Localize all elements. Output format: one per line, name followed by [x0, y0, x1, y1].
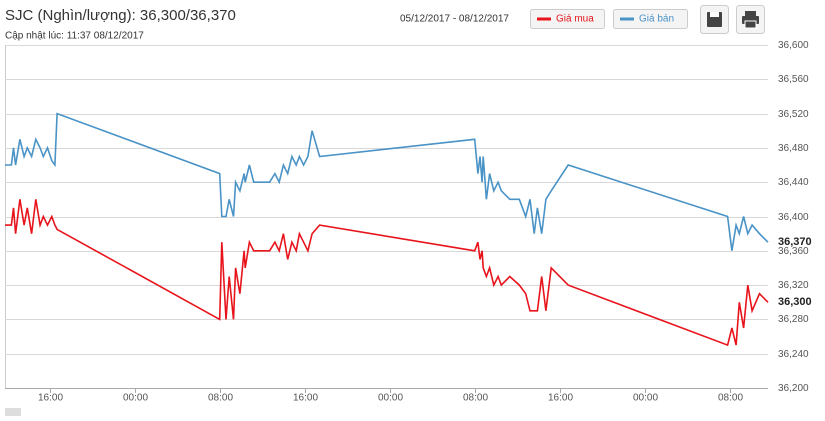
save-icon-label	[710, 12, 719, 17]
series-line	[5, 199, 769, 347]
y-tick-label: 36,240	[778, 349, 809, 360]
y-tick-label: 36,600	[778, 40, 809, 51]
y-tick-label: 36,560	[778, 74, 809, 85]
y-tick-label: 36,480	[778, 143, 809, 154]
x-tick-label: 16:00	[548, 393, 573, 404]
print-icon-top	[745, 11, 756, 16]
print-button[interactable]	[736, 5, 765, 34]
y-tick-label: 36,280	[778, 314, 809, 325]
x-tick-label: 00:00	[633, 393, 658, 404]
chart-subtitle: Cập nhật lúc: 11:37 08/12/2017	[5, 31, 144, 42]
legend-item[interactable]: Giá mua	[530, 9, 605, 29]
series-line	[5, 112, 769, 251]
end-value-label: 36,300	[778, 296, 812, 308]
y-tick-label: 36,440	[778, 177, 809, 188]
x-tick-label: 08:00	[208, 393, 233, 404]
save-button[interactable]	[700, 5, 729, 34]
y-tick-label: 36,520	[778, 109, 809, 120]
legend-label: Giá mua	[556, 14, 594, 25]
x-tick-label: 00:00	[378, 393, 403, 404]
legend-box	[530, 9, 605, 29]
y-tick-label: 36,360	[778, 246, 809, 257]
x-tick-label: 08:00	[463, 393, 488, 404]
y-tick-label: 36,400	[778, 212, 809, 223]
x-tick-label: 00:00	[123, 393, 148, 404]
y-tick-label: 36,200	[778, 383, 809, 394]
date-range: 05/12/2017 - 08/12/2017	[400, 14, 509, 25]
legend-box	[613, 9, 688, 29]
end-value-label: 36,370	[778, 236, 812, 248]
scrollbar[interactable]	[5, 408, 21, 416]
legend-item[interactable]: Giá bán	[613, 9, 688, 29]
x-tick-label: 16:00	[38, 393, 63, 404]
legend-label: Giá bán	[639, 14, 674, 25]
y-tick-label: 36,320	[778, 280, 809, 291]
print-icon-paper	[744, 20, 757, 29]
x-tick-label: 08:00	[718, 393, 743, 404]
x-tick-label: 16:00	[293, 393, 318, 404]
chart-title: SJC (Nghìn/lượng): 36,300/36,370	[5, 7, 236, 24]
